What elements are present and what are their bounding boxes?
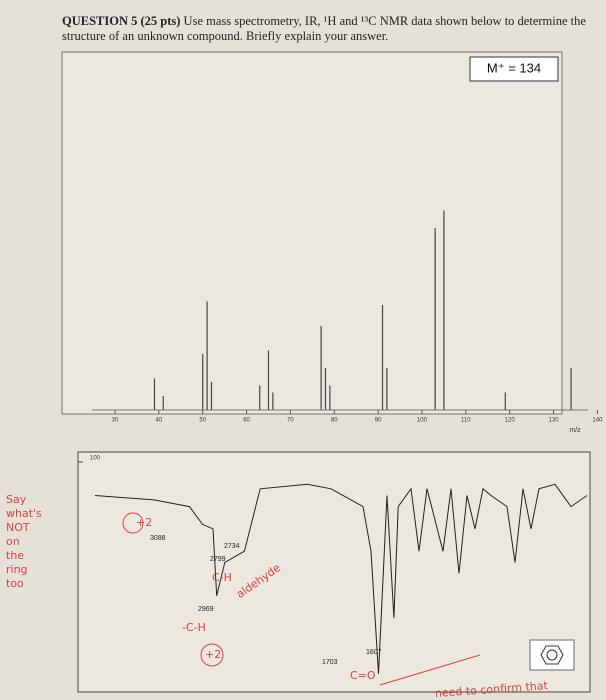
x-tick-label: 80 [331,418,338,424]
handwritten-note: +2 [205,648,221,661]
peak-annotation: 2969 [198,606,214,613]
x-tick-label: 90 [375,418,382,424]
ir-frame [77,451,591,693]
question-text: Use mass spectrometry, IR, ¹H and ¹³C NM… [62,14,586,43]
x-tick-label: 100 [417,418,428,424]
peak-annotation: 3088 [150,535,166,542]
x-tick-label: 140 [592,418,603,424]
x-tick-label: 60 [243,418,250,424]
note-line [379,654,481,686]
ms-annotation-box [469,56,559,82]
x-tick-label: 120 [505,418,516,424]
x-tick-label: 110 [461,418,471,424]
benzene-circle [546,649,558,661]
handwritten-note: C=O [350,669,376,682]
x-tick-label: 50 [199,418,206,424]
x-tick-label: 70 [287,418,294,424]
handwritten-note: +2 [136,516,152,529]
peak-annotation: 2799 [210,556,226,563]
x-tick-label: 130 [549,418,560,424]
ir-trace [94,483,588,674]
handwritten-note: -C-H [182,621,206,634]
handwritten-note: Say what's NOT on the ring too [6,493,42,590]
x-axis-label: m/z [569,427,581,434]
benzene-ring [540,645,564,665]
peak-annotation: 1703 [322,659,338,666]
x-tick-label: 30 [112,418,119,424]
y-tick-label: 100 [90,456,101,462]
note-circle [200,643,224,667]
x-tick-label: 40 [156,418,163,424]
note-circle [122,512,144,534]
ms-annotation: M⁺ = 134 [487,60,541,75]
handwritten-note: C-H [212,571,232,584]
ms-frame [61,51,563,415]
question: QUESTION 5 (25 pts) Use mass spectrometr… [62,14,597,44]
peak-annotation: 2734 [224,543,240,550]
peak-annotation: 1607 [366,649,382,656]
benzene-box [529,639,575,671]
question-label: QUESTION 5 (25 pts) [62,14,181,28]
